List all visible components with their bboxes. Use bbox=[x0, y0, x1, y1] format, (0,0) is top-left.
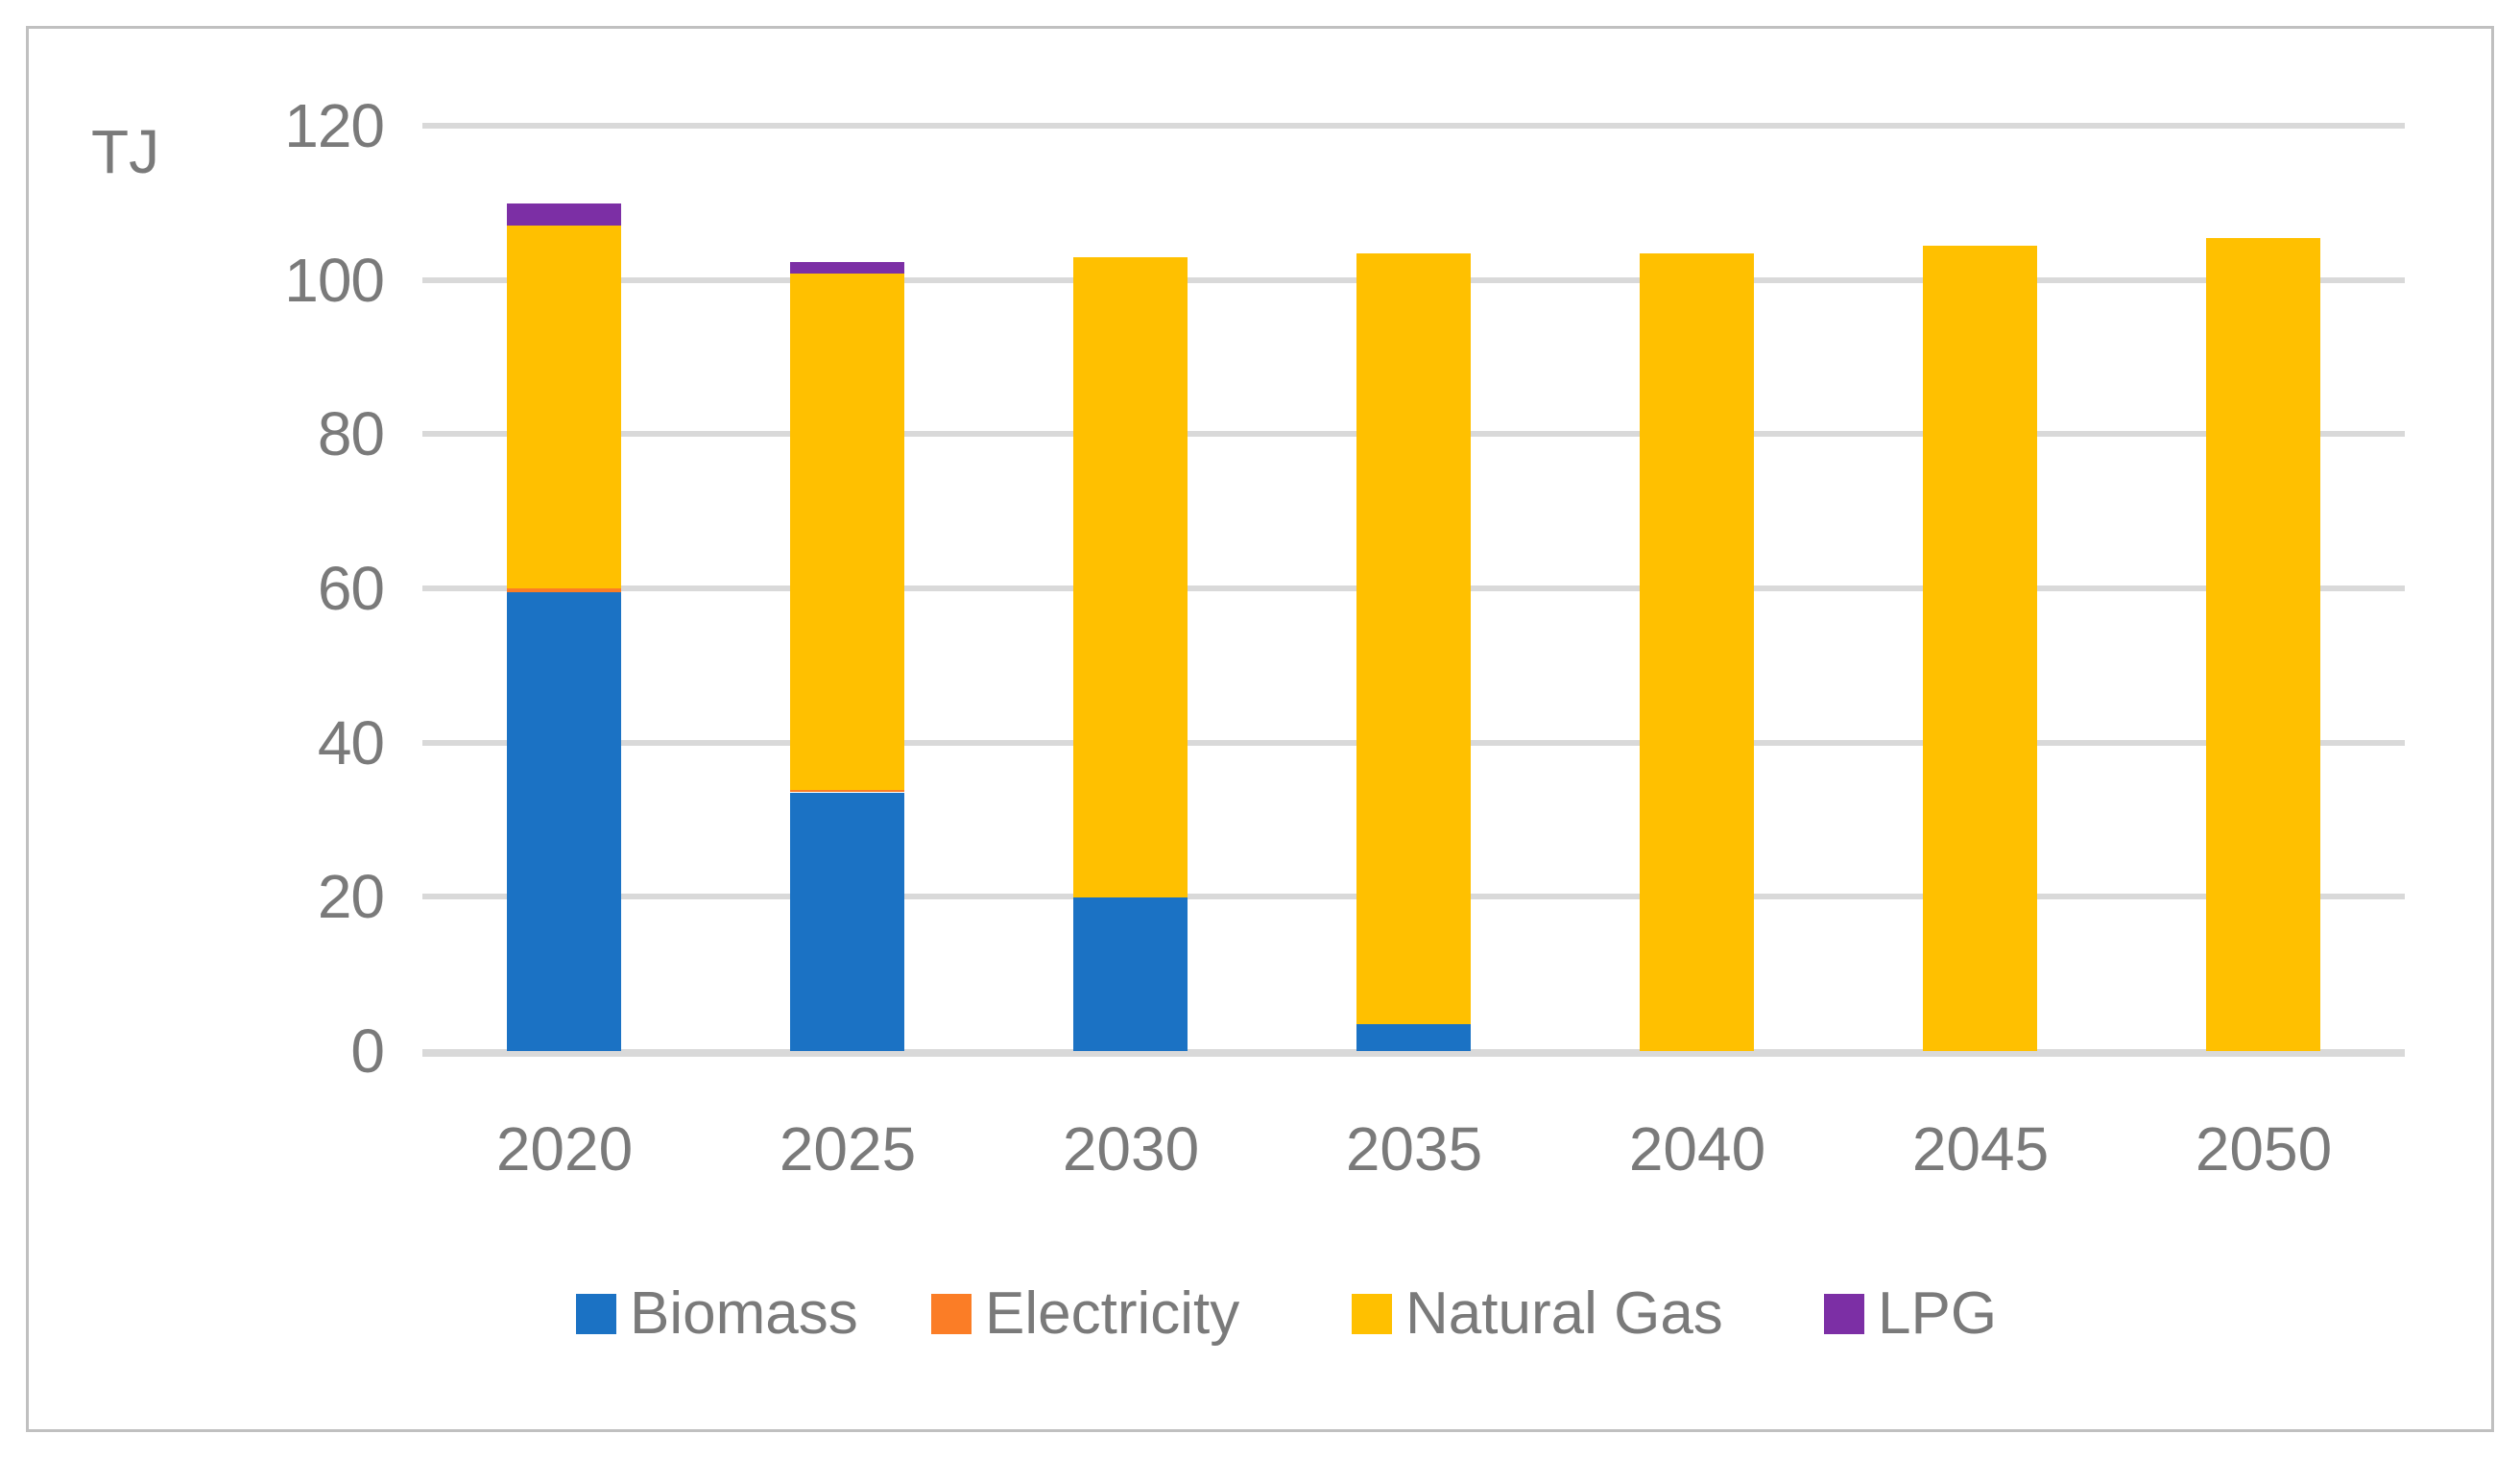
bar-segment-natural-gas-2025 bbox=[790, 274, 904, 790]
legend-item-lpg: LPG bbox=[1824, 1284, 1997, 1344]
bar-segment-electricity-2025 bbox=[790, 790, 904, 792]
bar-segment-natural-gas-2020 bbox=[507, 226, 621, 588]
legend-label-biomass: Biomass bbox=[630, 1280, 858, 1347]
y-tick-label-100: 100 bbox=[284, 246, 385, 315]
x-tick-label-2035: 2035 bbox=[1345, 1114, 1483, 1183]
x-tick-label-2050: 2050 bbox=[2195, 1114, 2333, 1183]
legend-marker-biomass-icon bbox=[576, 1294, 616, 1334]
bar-segment-biomass-2020 bbox=[507, 592, 621, 1051]
x-tick-label-2030: 2030 bbox=[1062, 1114, 1200, 1183]
x-tick-label-2040: 2040 bbox=[1628, 1114, 1766, 1183]
x-axis-baseline bbox=[422, 1049, 2405, 1057]
bar-segment-biomass-2025 bbox=[790, 793, 904, 1051]
y-tick-label-60: 60 bbox=[317, 554, 385, 623]
x-tick-label-2020: 2020 bbox=[495, 1114, 634, 1183]
y-tick-label-0: 0 bbox=[350, 1016, 385, 1086]
y-axis-unit-label: TJ bbox=[91, 117, 160, 186]
legend-marker-lpg-icon bbox=[1824, 1294, 1864, 1334]
x-tick-label-2025: 2025 bbox=[779, 1114, 917, 1183]
gridline-120 bbox=[422, 123, 2405, 129]
legend-item-electricity: Electricity bbox=[931, 1284, 1239, 1344]
y-tick-label-120: 120 bbox=[284, 91, 385, 160]
bar-segment-biomass-2035 bbox=[1356, 1024, 1471, 1051]
legend-label-electricity: Electricity bbox=[985, 1280, 1240, 1347]
bar-segment-electricity-2020 bbox=[507, 588, 621, 592]
chart-frame bbox=[26, 26, 2494, 1432]
bar-segment-natural-gas-2050 bbox=[2206, 238, 2320, 1051]
legend-marker-electricity-icon bbox=[931, 1294, 972, 1334]
bar-segment-natural-gas-2035 bbox=[1356, 253, 1471, 1024]
legend-label-lpg: LPG bbox=[1878, 1280, 1998, 1347]
bar-segment-lpg-2025 bbox=[790, 262, 904, 274]
bar-segment-natural-gas-2040 bbox=[1640, 253, 1754, 1051]
bar-segment-lpg-2020 bbox=[507, 203, 621, 226]
legend-label-natural-gas: Natural Gas bbox=[1405, 1280, 1723, 1347]
bar-segment-natural-gas-2030 bbox=[1073, 257, 1188, 897]
y-tick-label-20: 20 bbox=[317, 862, 385, 931]
y-tick-label-80: 80 bbox=[317, 399, 385, 468]
x-tick-label-2045: 2045 bbox=[1911, 1114, 2050, 1183]
bar-segment-natural-gas-2045 bbox=[1923, 246, 2037, 1051]
bar-segment-biomass-2030 bbox=[1073, 896, 1188, 1051]
legend-item-biomass: Biomass bbox=[576, 1284, 858, 1344]
legend-marker-natural-gas-icon bbox=[1352, 1294, 1392, 1334]
legend-item-natural-gas: Natural Gas bbox=[1352, 1284, 1723, 1344]
y-tick-label-40: 40 bbox=[317, 708, 385, 777]
